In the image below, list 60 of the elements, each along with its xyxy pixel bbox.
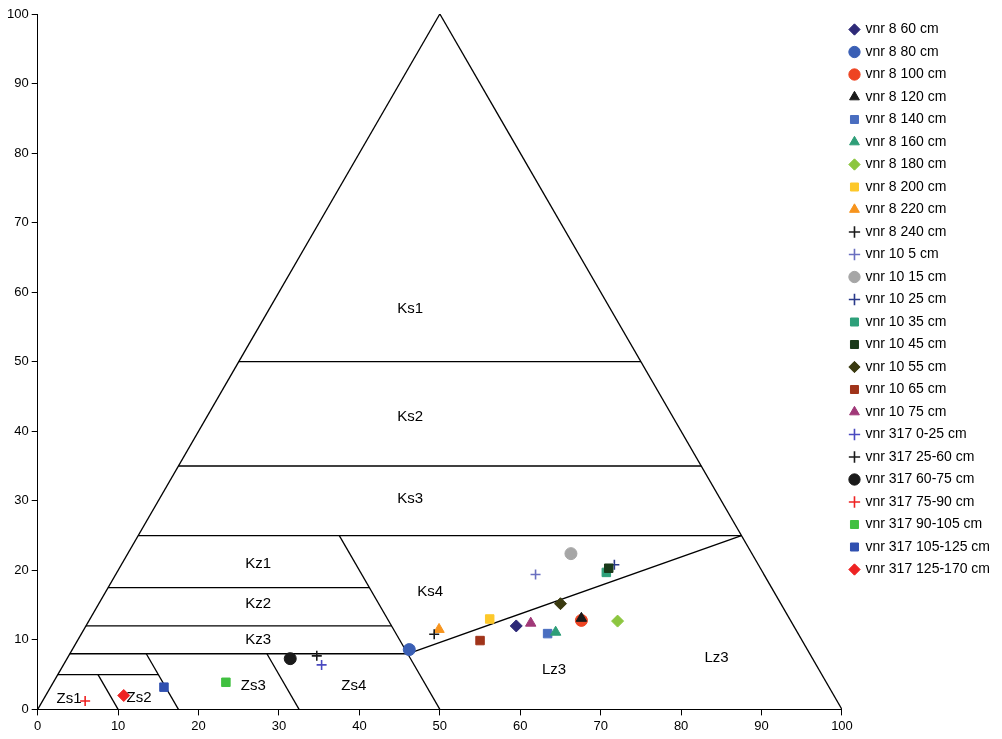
- annotation: Ks3: [397, 488, 424, 506]
- x-tick-label: 0: [34, 717, 42, 733]
- legend-label: vnr 8 60 cm: [865, 20, 939, 37]
- y-tick-label: 90: [14, 75, 29, 91]
- legend-label: vnr 8 140 cm: [865, 110, 947, 127]
- legend-label: vnr 317 90-105 cm: [865, 515, 983, 532]
- legend-label: vnr 317 105-125 cm: [865, 537, 991, 554]
- y-tick-label: 50: [14, 353, 29, 369]
- legend-label: vnr 317 75-90 cm: [865, 492, 975, 509]
- x-tick-label: 80: [673, 717, 689, 733]
- legend-label: vnr 8 220 cm: [865, 200, 947, 217]
- legend-label: vnr 8 120 cm: [865, 87, 947, 104]
- legend-label: vnr 8 180 cm: [865, 155, 947, 172]
- x-tick-label: 40: [352, 717, 367, 733]
- y-tick-label: 60: [14, 283, 29, 299]
- legend-label: vnr 317 25-60 cm: [865, 447, 975, 464]
- y-tick-label: 70: [14, 214, 29, 230]
- legend-label: vnr 10 55 cm: [865, 357, 947, 374]
- legend-label: vnr 10 65 cm: [865, 380, 947, 397]
- x-tick-label: 60: [513, 717, 528, 733]
- x-tick-label: 30: [271, 717, 287, 733]
- y-tick-label: 30: [14, 492, 29, 508]
- legend-label: vnr 8 200 cm: [865, 177, 947, 194]
- legend-label: vnr 317 0-25 cm: [865, 425, 967, 442]
- legend-label: vnr 10 15 cm: [865, 267, 947, 284]
- legend-label: vnr 10 35 cm: [865, 312, 947, 329]
- annotation: Kz1: [245, 553, 271, 571]
- annotation: Lz3: [541, 659, 567, 677]
- annotation: Kz2: [245, 593, 271, 611]
- annotation: Zs3: [240, 675, 266, 693]
- legend-label: vnr 317 125-170 cm: [865, 560, 991, 577]
- annotation: Ks4: [417, 582, 444, 600]
- y-tick-label: 40: [14, 422, 29, 438]
- x-tick-label: 90: [754, 717, 769, 733]
- legend-label: vnr 8 80 cm: [865, 42, 939, 59]
- legend-label: vnr 10 75 cm: [865, 402, 947, 419]
- legend-label: vnr 8 100 cm: [865, 65, 947, 82]
- x-tick-label: 100: [831, 717, 853, 733]
- y-tick-label: 100: [6, 5, 29, 21]
- legend-label: vnr 8 160 cm: [865, 132, 947, 149]
- legend-label: vnr 317 60-75 cm: [865, 470, 975, 487]
- y-tick-label: 0: [21, 700, 29, 716]
- x-tick-label: 20: [191, 717, 206, 733]
- legend-label: vnr 8 240 cm: [865, 222, 947, 239]
- x-tick-label: 50: [432, 717, 448, 733]
- annotation: Zs1: [56, 689, 82, 707]
- annotation: Ks2: [397, 407, 424, 425]
- y-tick-label: 80: [14, 144, 29, 160]
- annotation: Kz3: [245, 630, 271, 647]
- y-tick-label: 20: [14, 561, 29, 577]
- annotation: Zs2: [126, 688, 152, 706]
- annotation: Ks1: [397, 298, 424, 316]
- x-tick-label: 70: [593, 717, 608, 733]
- legend-label: vnr 10 45 cm: [865, 335, 947, 352]
- x-tick-label: 10: [110, 717, 126, 733]
- annotation: Zs4: [341, 675, 367, 693]
- legend-label: vnr 10 25 cm: [865, 290, 947, 307]
- annotation: Lz3: [704, 648, 729, 666]
- legend-label: vnr 10 5 cm: [865, 245, 939, 262]
- y-tick-label: 10: [14, 631, 29, 647]
